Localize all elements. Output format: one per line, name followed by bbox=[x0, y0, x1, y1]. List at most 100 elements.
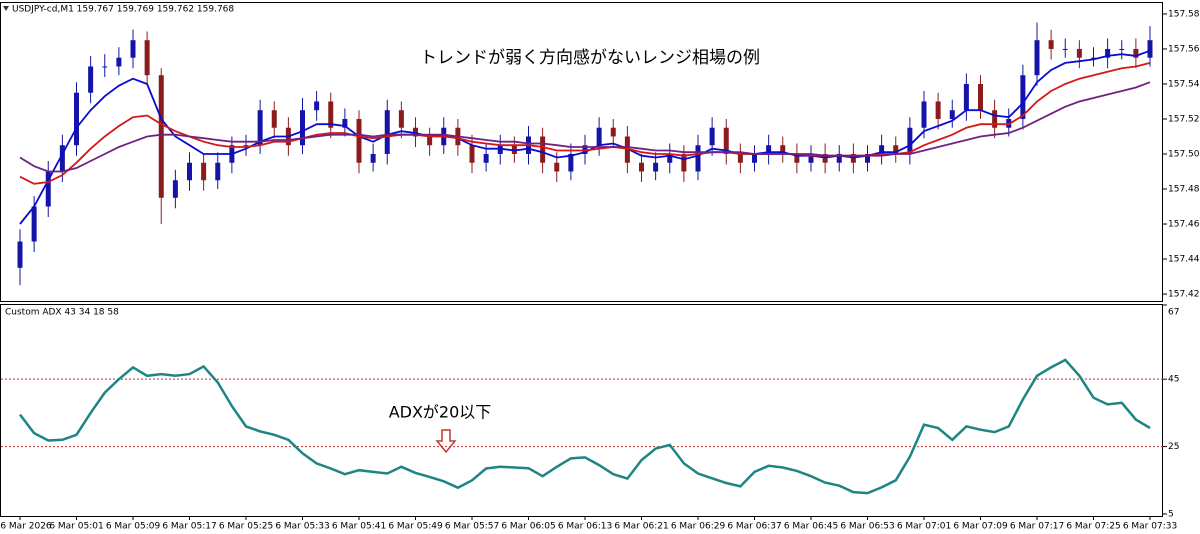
x-tick-label: 6 Mar 06:29 bbox=[671, 522, 726, 532]
x-tick-label: 6 Mar 05:17 bbox=[162, 522, 216, 532]
x-tick-label: 6 Mar 06:45 bbox=[784, 522, 838, 532]
candle-body bbox=[540, 136, 546, 163]
x-tick-label: 6 Mar 05:25 bbox=[219, 522, 273, 532]
x-tick-label: 6 Mar 05:41 bbox=[332, 522, 386, 532]
candle-body bbox=[45, 171, 51, 207]
x-tick-label: 6 Mar 06:05 bbox=[501, 522, 555, 532]
candle-body bbox=[893, 145, 899, 154]
candle-body bbox=[201, 162, 207, 181]
candle-body bbox=[1119, 48, 1125, 50]
candle-body bbox=[568, 153, 574, 172]
candle-body bbox=[695, 145, 701, 172]
candle-body bbox=[978, 83, 983, 111]
x-tick-label: 6 Mar 06:21 bbox=[614, 522, 668, 532]
y-tick-label: 25 bbox=[1168, 442, 1179, 452]
candle-body bbox=[243, 145, 249, 147]
price-annotation: トレンドが弱く方向感がないレンジ相場の例 bbox=[420, 48, 760, 68]
candle-body bbox=[257, 110, 263, 146]
candle-body bbox=[370, 153, 376, 163]
candle-body bbox=[1034, 40, 1040, 76]
x-tick-label: 6 Mar 05:09 bbox=[106, 522, 161, 532]
candle-body bbox=[1076, 48, 1082, 58]
candle-body bbox=[342, 118, 348, 128]
candle-body bbox=[314, 101, 320, 111]
x-tick-label: 6 Mar 06:13 bbox=[558, 522, 612, 532]
candle-body bbox=[384, 110, 390, 154]
x-tick-label: 6 Mar 05:57 bbox=[445, 522, 499, 532]
candle-body bbox=[794, 153, 800, 163]
candle-body bbox=[215, 162, 221, 181]
candle-body bbox=[116, 57, 122, 67]
y-tick-label: 157.445 bbox=[1168, 255, 1200, 265]
candle-body bbox=[187, 162, 192, 181]
candle-body bbox=[271, 110, 277, 128]
candle-body bbox=[766, 145, 772, 154]
candle-body bbox=[469, 145, 475, 163]
moving-average bbox=[19, 62, 1151, 185]
y-tick-label: 5 bbox=[1168, 510, 1174, 520]
candle-body bbox=[1062, 48, 1068, 50]
candle-body bbox=[74, 92, 79, 146]
moving-average bbox=[19, 49, 1151, 225]
candle-body bbox=[130, 40, 136, 58]
candle-body bbox=[1020, 75, 1026, 119]
moving-average bbox=[19, 81, 1151, 173]
candle-body bbox=[356, 118, 362, 163]
y-tick-label: 157.585 bbox=[1168, 9, 1200, 19]
candle-body bbox=[31, 206, 37, 242]
candle-body bbox=[667, 153, 673, 163]
candle-body bbox=[328, 101, 334, 128]
y-tick-label: 67 bbox=[1168, 308, 1179, 318]
candle-body bbox=[596, 127, 602, 146]
adx-annotation: ADXが20以下 bbox=[389, 403, 492, 422]
candle-body bbox=[497, 145, 503, 154]
candle-body bbox=[1048, 40, 1054, 49]
y-tick-label: 157.425 bbox=[1168, 290, 1200, 300]
x-tick-label: 6 Mar 07:33 bbox=[1123, 522, 1177, 532]
candle-body bbox=[681, 153, 687, 172]
candle-body bbox=[483, 153, 489, 163]
adx-line bbox=[19, 358, 1151, 495]
price-panel bbox=[0, 2, 1163, 302]
candle-body bbox=[865, 153, 870, 163]
candle-body bbox=[172, 180, 178, 198]
candle-body bbox=[723, 127, 729, 154]
annotation-arrow bbox=[435, 429, 457, 454]
adx-panel bbox=[0, 304, 1163, 517]
x-tick-label: 6 Mar 07:01 bbox=[897, 522, 951, 532]
y-tick-label: 157.505 bbox=[1168, 149, 1200, 159]
candle-body bbox=[427, 136, 433, 146]
y-tick-label: 157.525 bbox=[1168, 114, 1200, 124]
candle-body bbox=[610, 127, 616, 137]
candle-body bbox=[935, 101, 941, 119]
y-tick-label: 157.545 bbox=[1168, 79, 1200, 89]
candle-body bbox=[752, 153, 757, 163]
candle-body bbox=[59, 145, 65, 172]
y-tick-label: 157.485 bbox=[1168, 185, 1200, 195]
candle-body bbox=[88, 66, 94, 93]
candle-body bbox=[808, 153, 814, 163]
candle-body bbox=[1147, 40, 1153, 58]
candle-body bbox=[398, 110, 404, 128]
candle-body bbox=[907, 127, 913, 154]
candle-body bbox=[102, 66, 108, 68]
candle-body bbox=[653, 162, 659, 172]
candle-body bbox=[1105, 48, 1111, 58]
candle-body bbox=[1133, 48, 1139, 58]
candle-body bbox=[300, 110, 305, 146]
candle-body bbox=[737, 153, 743, 163]
candle-body bbox=[639, 162, 644, 172]
y-tick-label: 157.465 bbox=[1168, 220, 1200, 230]
candle-body bbox=[1091, 57, 1096, 59]
candle-body bbox=[963, 83, 969, 111]
x-tick-label: 6 Mar 06:53 bbox=[840, 522, 894, 532]
y-tick-label: 157.565 bbox=[1168, 44, 1200, 54]
candle-body bbox=[949, 110, 955, 119]
x-tick-label: 6 Mar 05:01 bbox=[49, 522, 103, 532]
x-tick-label: 6 Mar 05:49 bbox=[388, 522, 443, 532]
candle-body bbox=[144, 40, 150, 76]
candle-body bbox=[554, 162, 560, 172]
x-tick-label: 6 Mar 07:17 bbox=[1010, 522, 1064, 532]
candle-body bbox=[921, 101, 927, 128]
